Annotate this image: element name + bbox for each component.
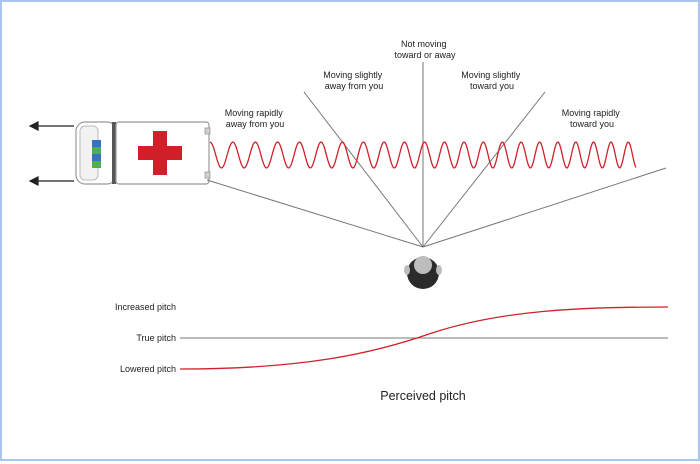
label-slightly-toward: Moving slightly toward you	[461, 70, 523, 91]
doppler-diagram: Moving rapidly away from you Moving slig…	[28, 39, 669, 403]
pitch-graph: Increased pitch True pitch Lowered pitch…	[115, 302, 669, 403]
sight-lines	[206, 62, 667, 248]
label-rapidly-toward: Moving rapidly toward you	[562, 108, 623, 129]
lowered-pitch-label: Lowered pitch	[120, 364, 176, 374]
arrow-left-icon	[28, 121, 74, 186]
listener-head-icon	[404, 256, 442, 289]
sound-wave	[209, 141, 637, 169]
true-pitch-label: True pitch	[136, 333, 176, 343]
label-not-moving: Not moving toward or away	[394, 39, 456, 60]
increased-pitch-label: Increased pitch	[115, 302, 176, 312]
perceived-pitch-caption: Perceived pitch	[380, 389, 466, 403]
perceived-pitch-curve	[179, 306, 669, 370]
ambulance-icon	[75, 121, 211, 185]
label-slightly-away: Moving slightly away from you	[323, 70, 385, 91]
label-rapidly-away: Moving rapidly away from you	[225, 108, 286, 129]
